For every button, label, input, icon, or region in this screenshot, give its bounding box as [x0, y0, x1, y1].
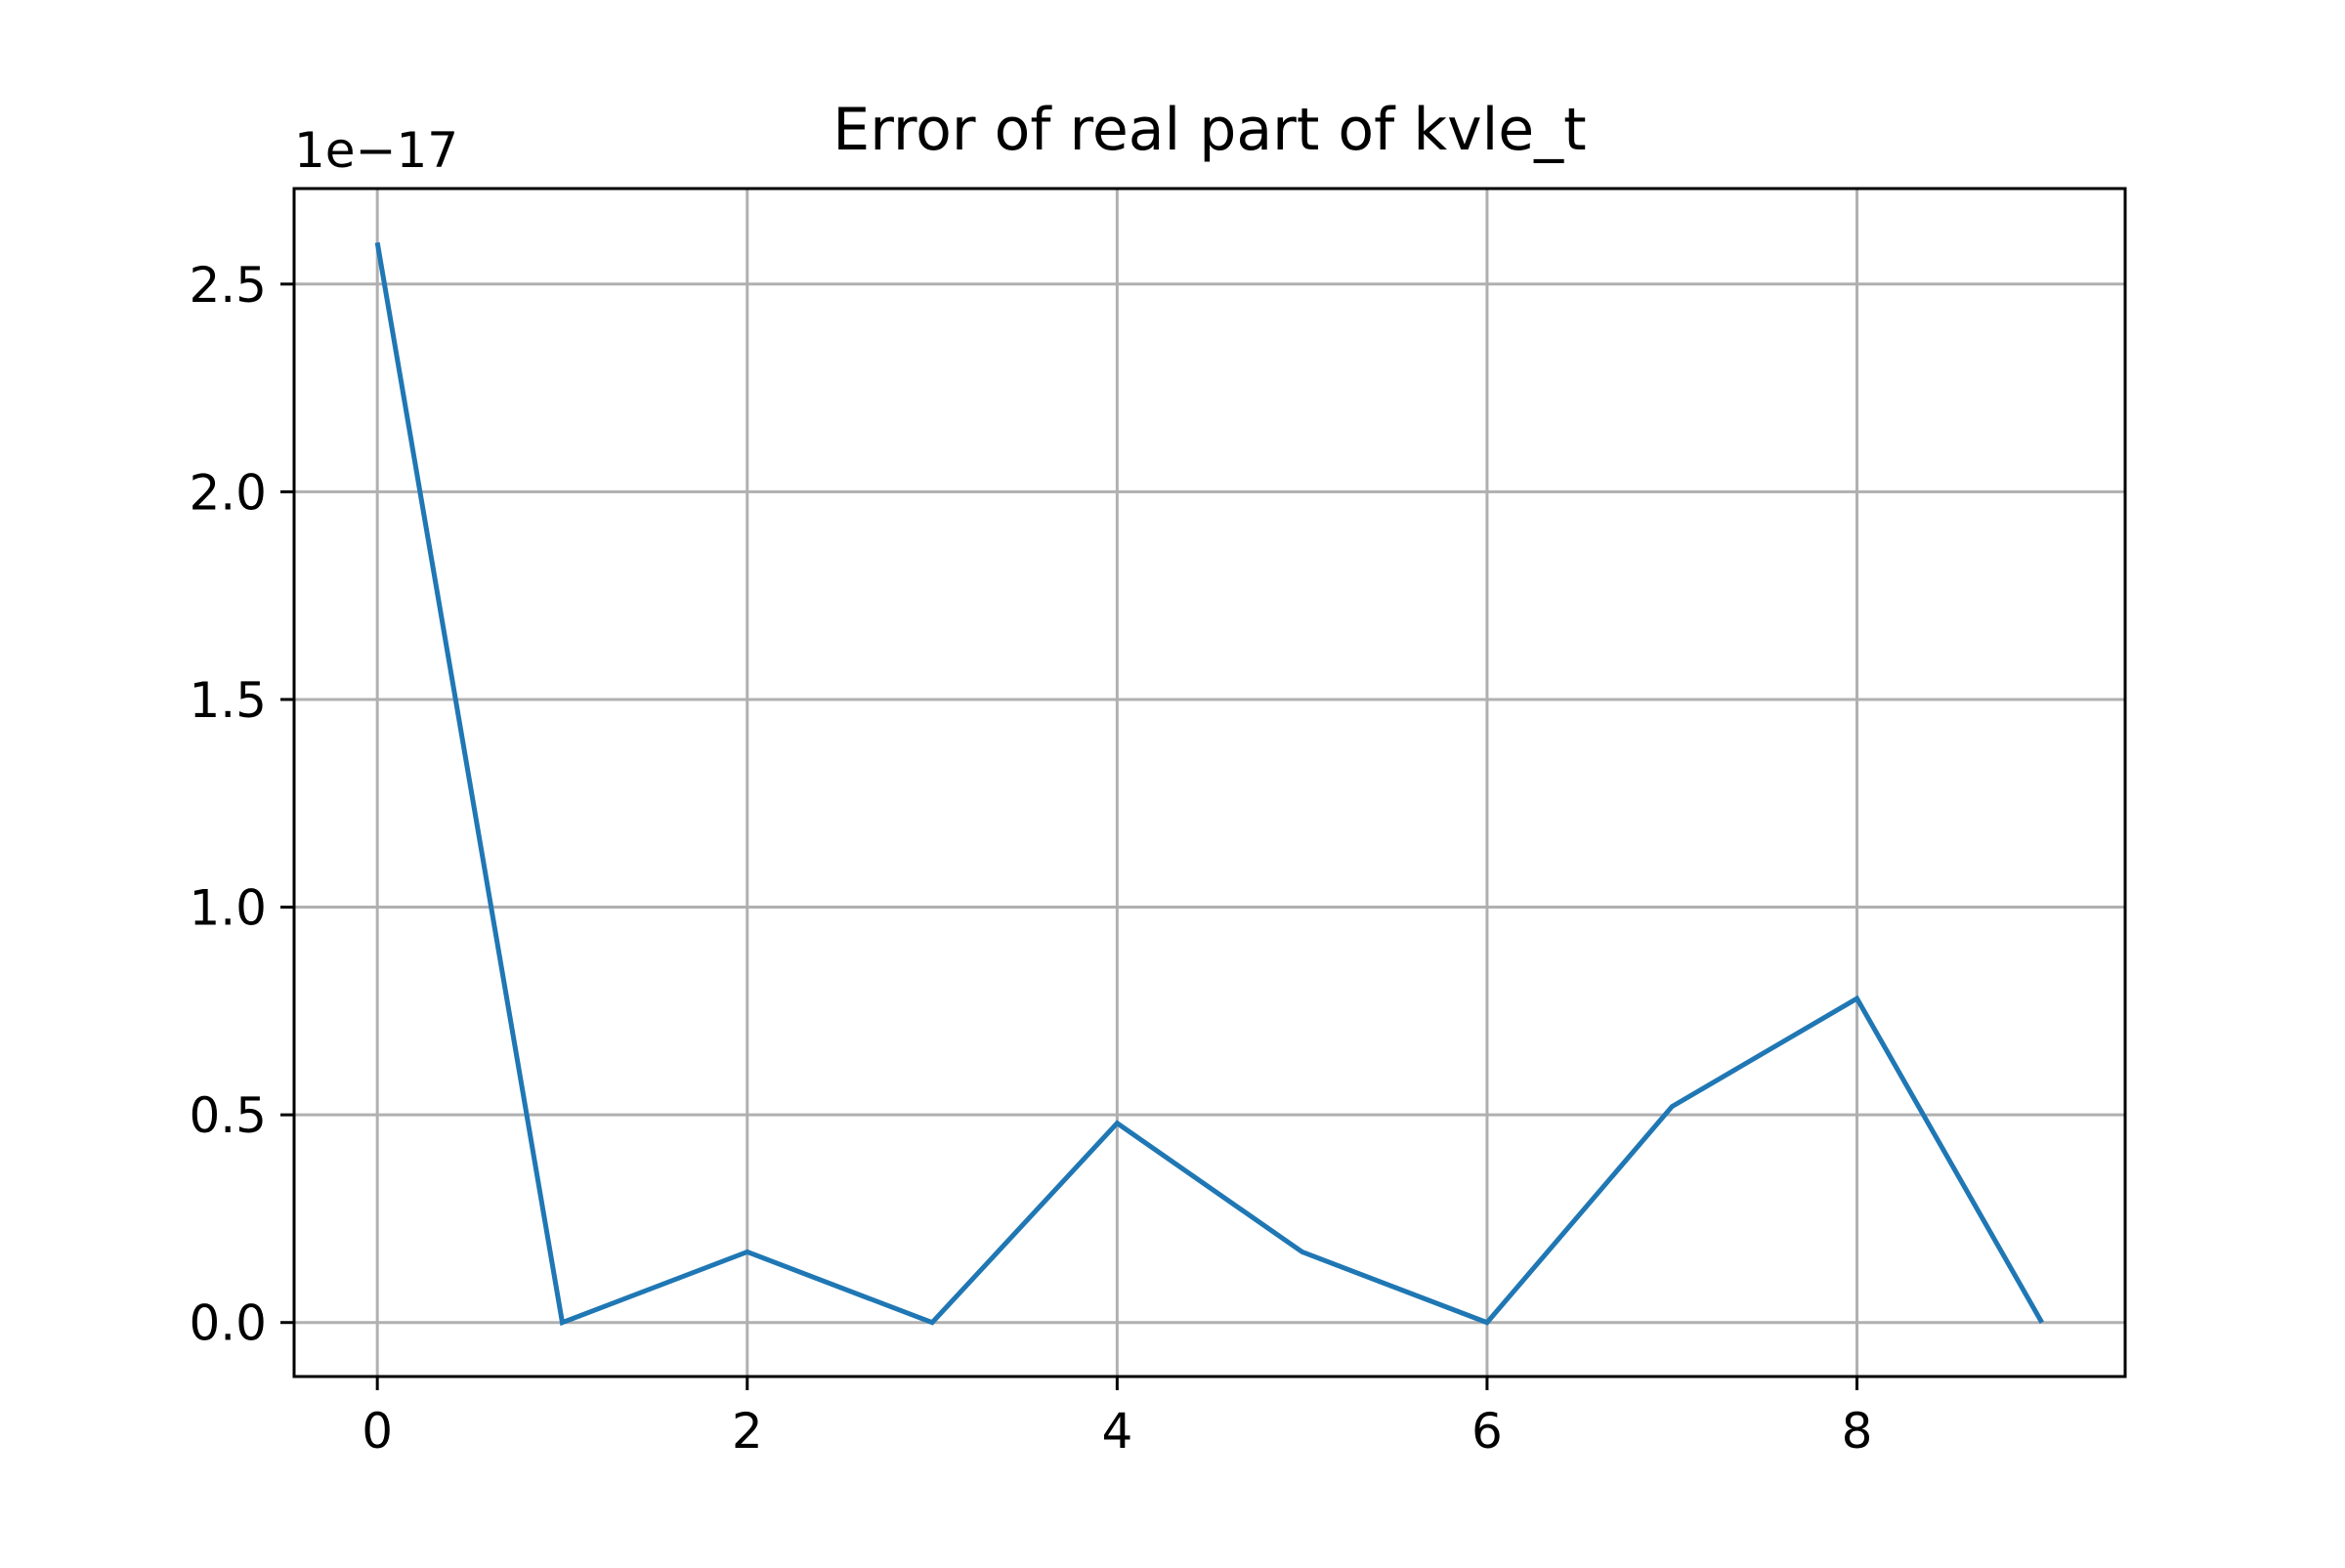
- y-tick-label: 0.5: [189, 1087, 267, 1144]
- grid-lines: [294, 189, 2125, 1377]
- y-tick-label: 1.5: [189, 672, 267, 729]
- x-tick-label: 0: [362, 1403, 393, 1460]
- tick-marks: [280, 282, 1859, 1390]
- y-tick-label: 2.0: [189, 464, 267, 521]
- y-tick-label: 2.5: [189, 257, 267, 314]
- x-tick-label: 8: [1842, 1403, 1873, 1460]
- series-line: [374, 241, 2044, 1327]
- x-tick-label: 2: [732, 1403, 763, 1460]
- tick-labels: 0 2 4 6 8 0.0 0.5 1.0 1.5 2.0 2.5: [189, 257, 1872, 1460]
- series-layer: [374, 241, 2044, 1327]
- x-tick-label: 4: [1101, 1403, 1132, 1460]
- axes-frame: [292, 187, 2127, 1378]
- x-tick-label: 6: [1471, 1403, 1503, 1460]
- y-axis-offset-label: 1e−17: [294, 122, 458, 179]
- y-tick-label: 1.0: [189, 880, 267, 937]
- y-tick-label: 0.0: [189, 1295, 267, 1352]
- chart-title: Error of real part of kvle_t: [832, 96, 1586, 164]
